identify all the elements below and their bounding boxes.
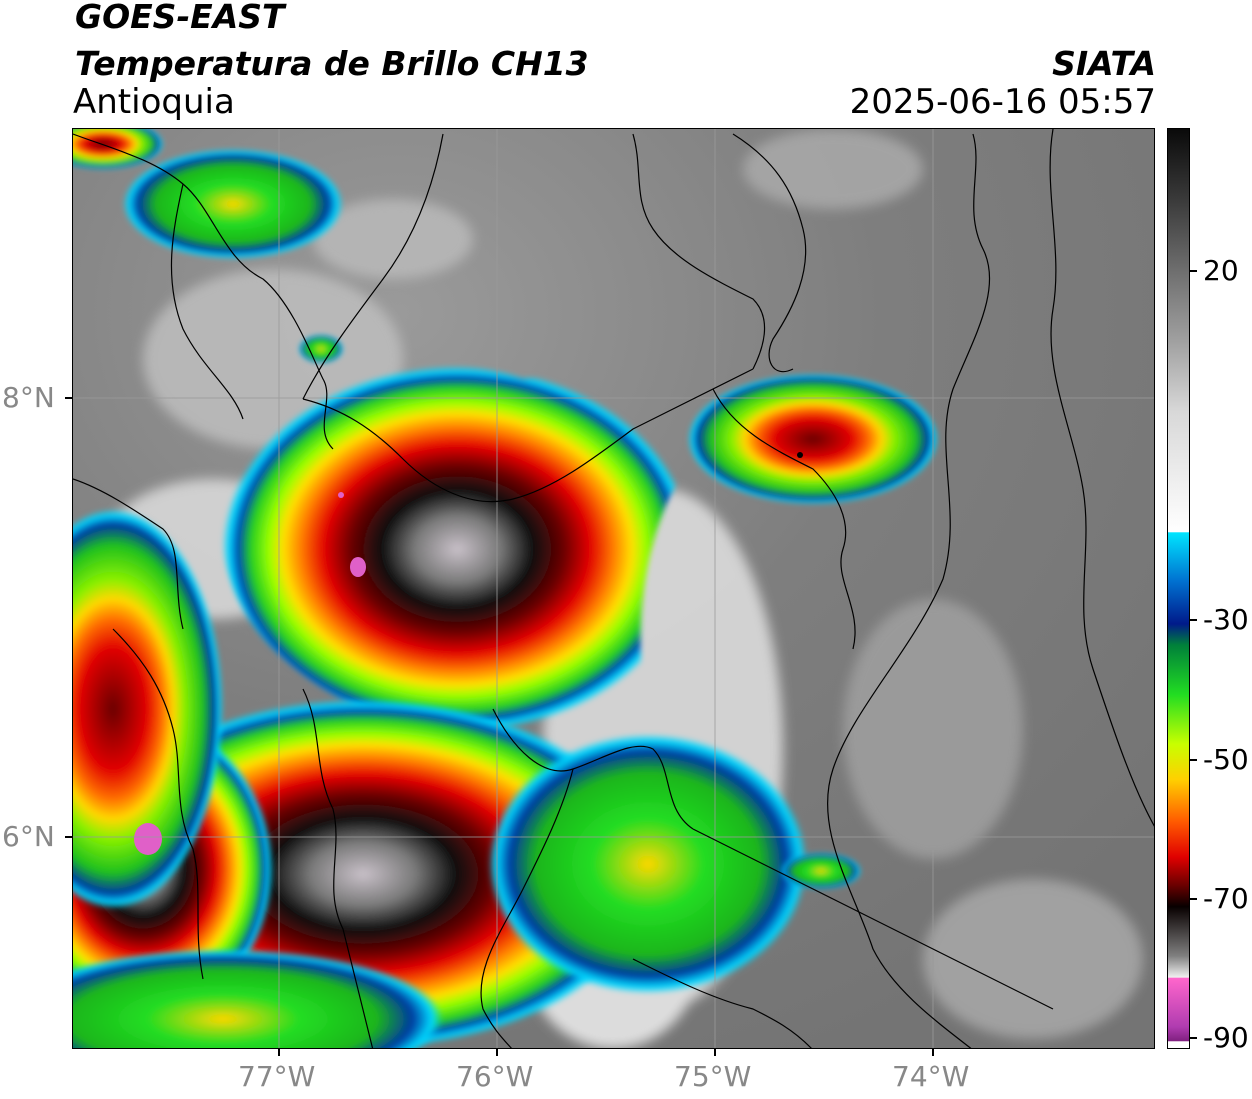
satellite-title: GOES-EAST	[75, 0, 285, 36]
colorbar-label-m90: -90	[1203, 1021, 1249, 1054]
brightness-temperature-field	[73, 129, 1154, 1048]
colorbar-label-m70: -70	[1203, 882, 1249, 915]
product-title: Temperatura de Brillo CH13	[75, 44, 589, 83]
boundaries	[73, 129, 1154, 1048]
satellite-map	[72, 128, 1155, 1049]
lon-tick-mark-75	[714, 1049, 716, 1056]
convective-cloud-east	[488, 734, 808, 994]
lon-tick-label-74: 74°W	[892, 1060, 970, 1093]
lon-tick-label-77: 77°W	[238, 1060, 316, 1093]
lon-tick-mark-74	[932, 1049, 934, 1056]
lon-tick-label-75: 75°W	[674, 1060, 752, 1093]
lon-tick-mark-76	[496, 1049, 498, 1056]
agency-label: SIATA	[1052, 44, 1156, 83]
region-label: Antioquia	[73, 82, 235, 122]
lat-tick-label-6: 6°N	[2, 820, 55, 853]
colorbar-tick-20	[1190, 270, 1197, 272]
temperature-colorbar	[1167, 128, 1190, 1049]
colorbar-label-20: 20	[1203, 254, 1239, 287]
lat-tick-mark-6	[65, 836, 72, 838]
colorbar-tick-m50	[1190, 759, 1197, 761]
colorbar-tick-m70	[1190, 898, 1197, 900]
convective-cloud-west-band	[73, 509, 443, 1048]
lat-tick-label-8: 8°N	[2, 381, 55, 414]
gridlines	[73, 129, 1154, 1048]
timestamp-label: 2025-06-16 05:57	[849, 82, 1156, 122]
lon-tick-mark-77	[278, 1049, 280, 1056]
colorbar-label-m50: -50	[1203, 743, 1249, 776]
convective-cloud-north	[221, 365, 693, 733]
lat-tick-mark-8	[65, 397, 72, 399]
colorbar-tick-m90	[1190, 1037, 1197, 1039]
convective-cloud-northeast	[688, 374, 938, 504]
lon-tick-label-76: 76°W	[456, 1060, 534, 1093]
colorbar-tick-m30	[1190, 619, 1197, 621]
colorbar-label-m30: -30	[1203, 603, 1249, 636]
coldest-cloud-tops	[134, 492, 366, 855]
